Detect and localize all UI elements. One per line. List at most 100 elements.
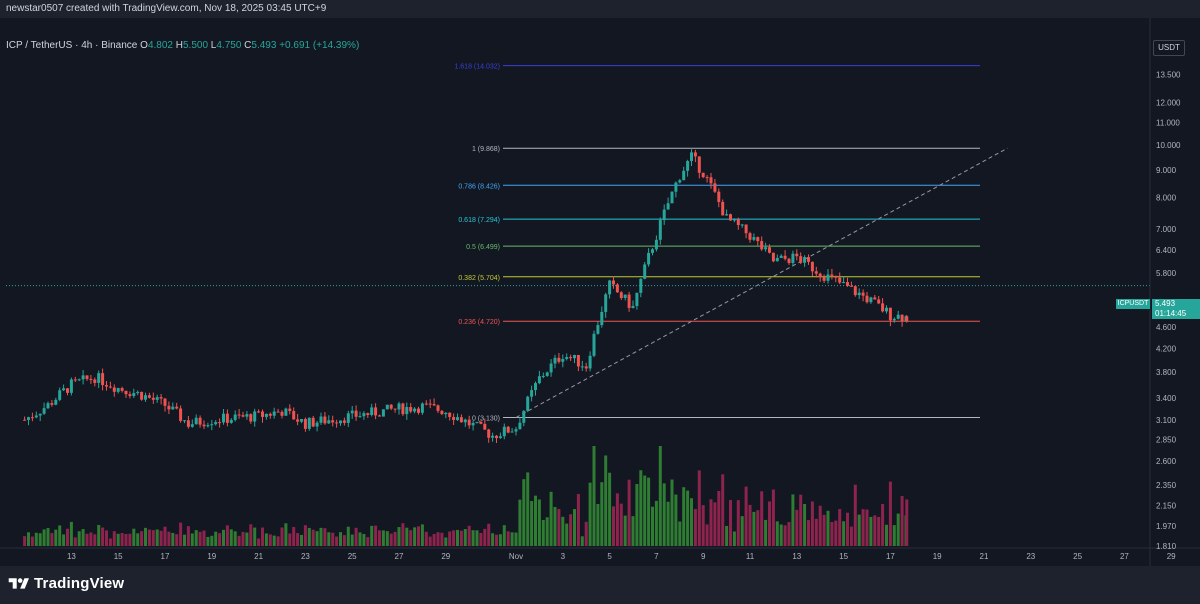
- volume-bar: [756, 510, 760, 546]
- volume-bar: [229, 529, 233, 546]
- volume-bar: [85, 533, 89, 546]
- candle-body: [132, 393, 136, 396]
- volume-bar: [479, 532, 483, 546]
- date-tick-label: 13: [67, 552, 76, 561]
- currency-button[interactable]: USDT: [1153, 40, 1185, 56]
- volume-bar: [791, 494, 795, 546]
- volume-bar: [97, 524, 101, 546]
- volume-bar: [401, 523, 405, 546]
- candle-body: [725, 214, 729, 216]
- volume-bar: [280, 527, 284, 546]
- candle-body: [233, 414, 237, 420]
- tradingview-logo[interactable]: TradingView: [8, 575, 124, 592]
- volume-bar: [861, 509, 865, 546]
- candle-body: [218, 422, 222, 424]
- volume-bar: [108, 538, 112, 546]
- fib-level-label: 0.236 (4.720): [458, 319, 500, 326]
- volume-bar: [413, 527, 417, 546]
- candle-body: [814, 271, 818, 274]
- volume-bar: [713, 502, 717, 546]
- candle-body: [327, 420, 331, 424]
- volume-bar: [432, 534, 436, 546]
- candle-body: [717, 191, 721, 202]
- candle-body: [69, 379, 73, 393]
- volume-bar: [643, 475, 647, 546]
- volume-bar: [506, 531, 510, 546]
- chart-canvas[interactable]: 1.618 (14.032) 1 (9.868) 0.786 (8.426) 0.61…: [0, 18, 1200, 566]
- candle-body: [58, 390, 62, 400]
- candle-body: [342, 420, 346, 423]
- volume-bar: [296, 533, 300, 546]
- volume-bar: [46, 528, 50, 546]
- volume-bar: [495, 534, 498, 546]
- volume-bar: [194, 530, 198, 546]
- date-tick-label: 29: [1167, 552, 1176, 561]
- candle-body: [752, 237, 756, 240]
- open-value: 4.802: [147, 40, 173, 51]
- close-label: C: [244, 40, 252, 51]
- volume-bar: [526, 472, 530, 546]
- candle-body: [537, 376, 541, 384]
- candle-body: [385, 404, 389, 410]
- candle-body: [73, 379, 77, 381]
- volume-bar: [647, 477, 651, 546]
- volume-bar: [378, 530, 381, 546]
- fib-level-label: 0.382 (5.704): [458, 275, 500, 282]
- volume-bar: [30, 536, 34, 546]
- date-tick-label: 5: [607, 552, 612, 561]
- chart-area[interactable]: 1.618 (14.032) 1 (9.868) 0.786 (8.426) 0.61…: [0, 18, 1200, 566]
- volume-bar: [779, 524, 783, 546]
- volume-bar: [93, 534, 97, 546]
- volume-bar: [705, 524, 709, 546]
- candle-body: [779, 255, 783, 258]
- candle-body: [475, 421, 479, 423]
- volume-bar: [553, 506, 557, 546]
- candle-body: [311, 417, 315, 427]
- volume-bar: [709, 499, 713, 546]
- candle-body: [456, 417, 459, 421]
- volume-bar: [319, 527, 323, 546]
- candle-body: [623, 294, 627, 298]
- candle-body: [647, 252, 651, 265]
- volume-bar: [896, 513, 900, 546]
- candle-body: [339, 420, 342, 424]
- candle-body: [206, 425, 210, 427]
- candle-body: [662, 209, 666, 221]
- candle-body: [549, 363, 553, 373]
- candle-body: [163, 398, 167, 406]
- volume-bar: [885, 524, 888, 546]
- candle-body: [764, 247, 768, 250]
- volume-bar: [775, 521, 779, 546]
- open-label: O: [140, 40, 148, 51]
- candle-body: [693, 152, 697, 157]
- candle-body: [631, 305, 635, 308]
- volume-bar: [222, 529, 225, 546]
- candles-layer: [23, 149, 909, 443]
- volume-bar: [658, 446, 662, 546]
- volume-bar: [23, 536, 27, 546]
- symbol-legend[interactable]: ICP / TetherUS · 4h · Binance O4.802 H5.…: [6, 40, 359, 51]
- volume-bar: [764, 519, 768, 546]
- volume-bar: [541, 519, 545, 546]
- candle-body: [374, 407, 378, 416]
- volume-bar: [459, 530, 463, 546]
- volume-bar: [346, 526, 350, 546]
- fib-level-label: 0 (3.130): [472, 416, 500, 423]
- volume-bar: [38, 533, 42, 546]
- candle-body: [491, 435, 495, 438]
- candle-body: [865, 295, 869, 303]
- volume-bar: [112, 531, 116, 546]
- volume-bar: [783, 525, 787, 546]
- volume-bar: [569, 514, 573, 546]
- symbol-title[interactable]: ICP / TetherUS · 4h · Binance: [6, 40, 138, 51]
- price-tick-label: 6.400: [1156, 246, 1177, 255]
- volume-bar: [101, 527, 105, 546]
- candle-body: [686, 161, 690, 171]
- low-value: 4.750: [216, 40, 242, 51]
- candle-body: [553, 357, 557, 364]
- candle-body: [510, 431, 514, 433]
- candle-body: [440, 410, 444, 415]
- watermark-bar: newstar0507 created with TradingView.com…: [0, 0, 1200, 18]
- date-tick-label: 9: [701, 552, 706, 561]
- candle-body: [420, 403, 424, 413]
